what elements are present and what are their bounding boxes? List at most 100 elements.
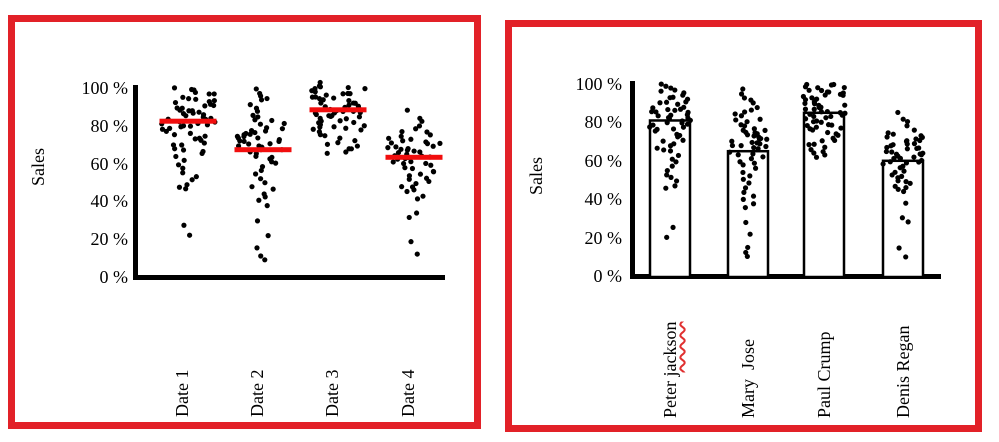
data-dot	[254, 245, 260, 251]
data-dot	[905, 219, 911, 225]
data-dot	[811, 141, 817, 147]
data-dot	[265, 233, 271, 239]
data-dot	[361, 123, 367, 129]
left-chart-frame	[8, 15, 481, 429]
data-dot	[324, 141, 331, 147]
data-dot	[404, 188, 410, 195]
data-dot	[802, 116, 809, 122]
data-dot	[815, 85, 821, 91]
data-dot	[818, 104, 824, 110]
data-dot	[738, 91, 745, 97]
data-dot	[402, 165, 408, 171]
data-dot	[413, 180, 419, 187]
data-dot	[172, 99, 179, 106]
data-dot	[211, 91, 217, 97]
data-dot	[253, 153, 259, 159]
data-dot	[237, 138, 243, 144]
data-dot	[740, 196, 746, 202]
data-dot	[264, 95, 270, 102]
mean-line	[385, 154, 443, 160]
data-dot	[270, 186, 276, 192]
data-dot	[317, 132, 323, 138]
data-dot	[907, 180, 913, 186]
data-dot	[889, 172, 895, 178]
data-dot	[687, 117, 693, 123]
data-dot	[276, 138, 282, 144]
data-dot	[386, 135, 392, 141]
data-dot	[664, 168, 670, 174]
data-dot	[253, 86, 259, 92]
y-tick-label: 80 %	[90, 116, 129, 136]
data-dot	[665, 106, 671, 113]
data-dot	[813, 154, 820, 160]
data-dot	[667, 95, 673, 101]
data-dot	[802, 100, 808, 107]
data-dot	[313, 111, 319, 118]
data-dot	[679, 120, 685, 126]
data-dot	[911, 127, 917, 133]
data-dot	[913, 136, 919, 142]
data-dot	[414, 251, 420, 257]
data-dot	[247, 131, 253, 137]
data-dot	[649, 109, 655, 115]
data-dot	[755, 146, 761, 152]
data-dot	[181, 157, 187, 163]
data-dot	[187, 130, 193, 136]
data-dot	[903, 184, 909, 191]
data-dot	[273, 160, 279, 166]
data-dot	[740, 162, 746, 168]
data-dot	[838, 125, 844, 131]
data-dot	[890, 142, 896, 148]
data-dot	[335, 140, 341, 146]
data-dot	[762, 127, 768, 133]
data-dot	[663, 83, 669, 89]
data-dot	[740, 86, 746, 92]
y-tick-label: 40 %	[584, 189, 623, 209]
data-dot	[337, 135, 343, 141]
data-dot	[668, 85, 674, 91]
data-dot	[653, 109, 659, 115]
data-dot	[180, 170, 186, 176]
data-dot	[185, 96, 192, 102]
category-label-paul-crump: Paul Crump	[814, 331, 834, 418]
data-dot	[747, 231, 753, 237]
data-dot	[390, 159, 396, 165]
data-dot	[652, 128, 658, 134]
data-dot	[180, 147, 187, 153]
data-dot	[669, 163, 675, 169]
data-dot	[252, 129, 258, 136]
data-dot	[895, 178, 901, 184]
data-dot	[264, 203, 270, 209]
data-dot	[184, 182, 190, 188]
data-dot	[673, 159, 679, 165]
data-dot	[842, 102, 848, 108]
data-dot	[841, 84, 847, 91]
data-dot	[683, 99, 689, 105]
data-dot	[664, 234, 670, 240]
data-dot	[763, 143, 769, 150]
data-dot	[254, 108, 261, 114]
y-tick-label: 20 %	[90, 229, 129, 249]
data-dot	[395, 149, 402, 156]
mean-line	[234, 147, 292, 153]
data-dot	[901, 168, 907, 174]
data-dot	[738, 143, 744, 149]
data-dot	[663, 185, 669, 191]
data-dot	[262, 180, 268, 186]
data-dot	[832, 137, 838, 144]
data-dot	[897, 165, 903, 171]
data-dot	[884, 144, 890, 151]
data-dot	[354, 143, 360, 149]
data-dot	[802, 84, 809, 90]
data-dot	[895, 109, 901, 116]
data-dot	[751, 145, 757, 151]
data-dot	[256, 197, 262, 203]
data-dot	[345, 84, 351, 91]
data-dot	[887, 159, 893, 165]
data-dot	[729, 142, 736, 149]
data-dot	[839, 112, 845, 118]
y-tick-label: 60 %	[90, 154, 129, 174]
data-dot	[252, 171, 259, 177]
data-dot	[192, 136, 198, 142]
data-dot	[741, 189, 747, 195]
